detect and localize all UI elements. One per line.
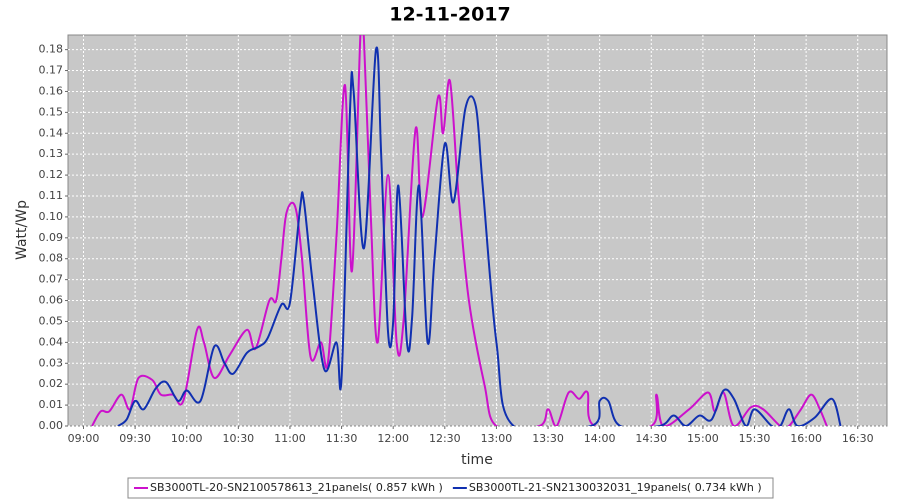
x-tick-label: 13:00 [481, 432, 513, 445]
x-tick-label: 12:30 [429, 432, 461, 445]
legend-box [127, 477, 774, 499]
y-tick-label: 0.08 [39, 252, 64, 265]
y-tick-label: 0.01 [39, 398, 64, 411]
y-axis-label: Watt/Wp [14, 200, 30, 260]
x-tick-label: 10:00 [171, 432, 203, 445]
legend-label: SB3000TL-20-SN2100578613_21panels( 0.857… [150, 481, 443, 494]
legend-label: SB3000TL-21-SN2130032031_19panels( 0.734… [469, 481, 762, 494]
y-tick-label: 0.02 [39, 377, 64, 390]
chart-title: 12-11-2017 [389, 4, 511, 26]
y-tick-label: 0.06 [39, 294, 64, 307]
plot-background [67, 34, 888, 427]
y-tick-label: 0.18 [39, 43, 64, 56]
x-tick-label: 11:30 [326, 432, 358, 445]
y-tick-label: 0.10 [39, 210, 64, 223]
y-tick-label: 0.07 [39, 273, 64, 286]
y-tick-label: 0.15 [39, 105, 64, 118]
x-axis-label: time [461, 452, 493, 468]
y-tick-label: 0.11 [39, 189, 64, 202]
x-tick-label: 09:00 [68, 432, 100, 445]
x-tick-label: 14:30 [635, 432, 667, 445]
x-tick-label: 12:00 [377, 432, 409, 445]
series-line [117, 46, 842, 426]
x-tick-label: 16:30 [842, 432, 874, 445]
y-tick-label: 0.13 [39, 147, 64, 160]
series-line [91, 35, 828, 426]
x-tick-label: 13:30 [532, 432, 564, 445]
y-tick-label: 0.03 [39, 356, 64, 369]
x-tick-label: 09:30 [119, 432, 151, 445]
y-tick-label: 0.16 [39, 84, 64, 97]
x-tick-label: 15:30 [739, 432, 771, 445]
y-tick-label: 0.17 [39, 64, 64, 77]
x-tick-label: 16:00 [790, 432, 822, 445]
x-tick-label: 15:00 [687, 432, 719, 445]
x-tick-label: 14:00 [584, 432, 616, 445]
y-tick-label: 0.14 [39, 126, 64, 139]
y-tick-label: 0.09 [39, 231, 64, 244]
y-tick-label: 0.12 [39, 168, 64, 181]
y-tick-label: 0.04 [39, 335, 64, 348]
y-tick-label: 0.05 [39, 314, 64, 327]
x-tick-label: 11:00 [274, 432, 306, 445]
x-tick-label: 10:30 [222, 432, 254, 445]
y-tick-label: 0.00 [39, 419, 64, 432]
